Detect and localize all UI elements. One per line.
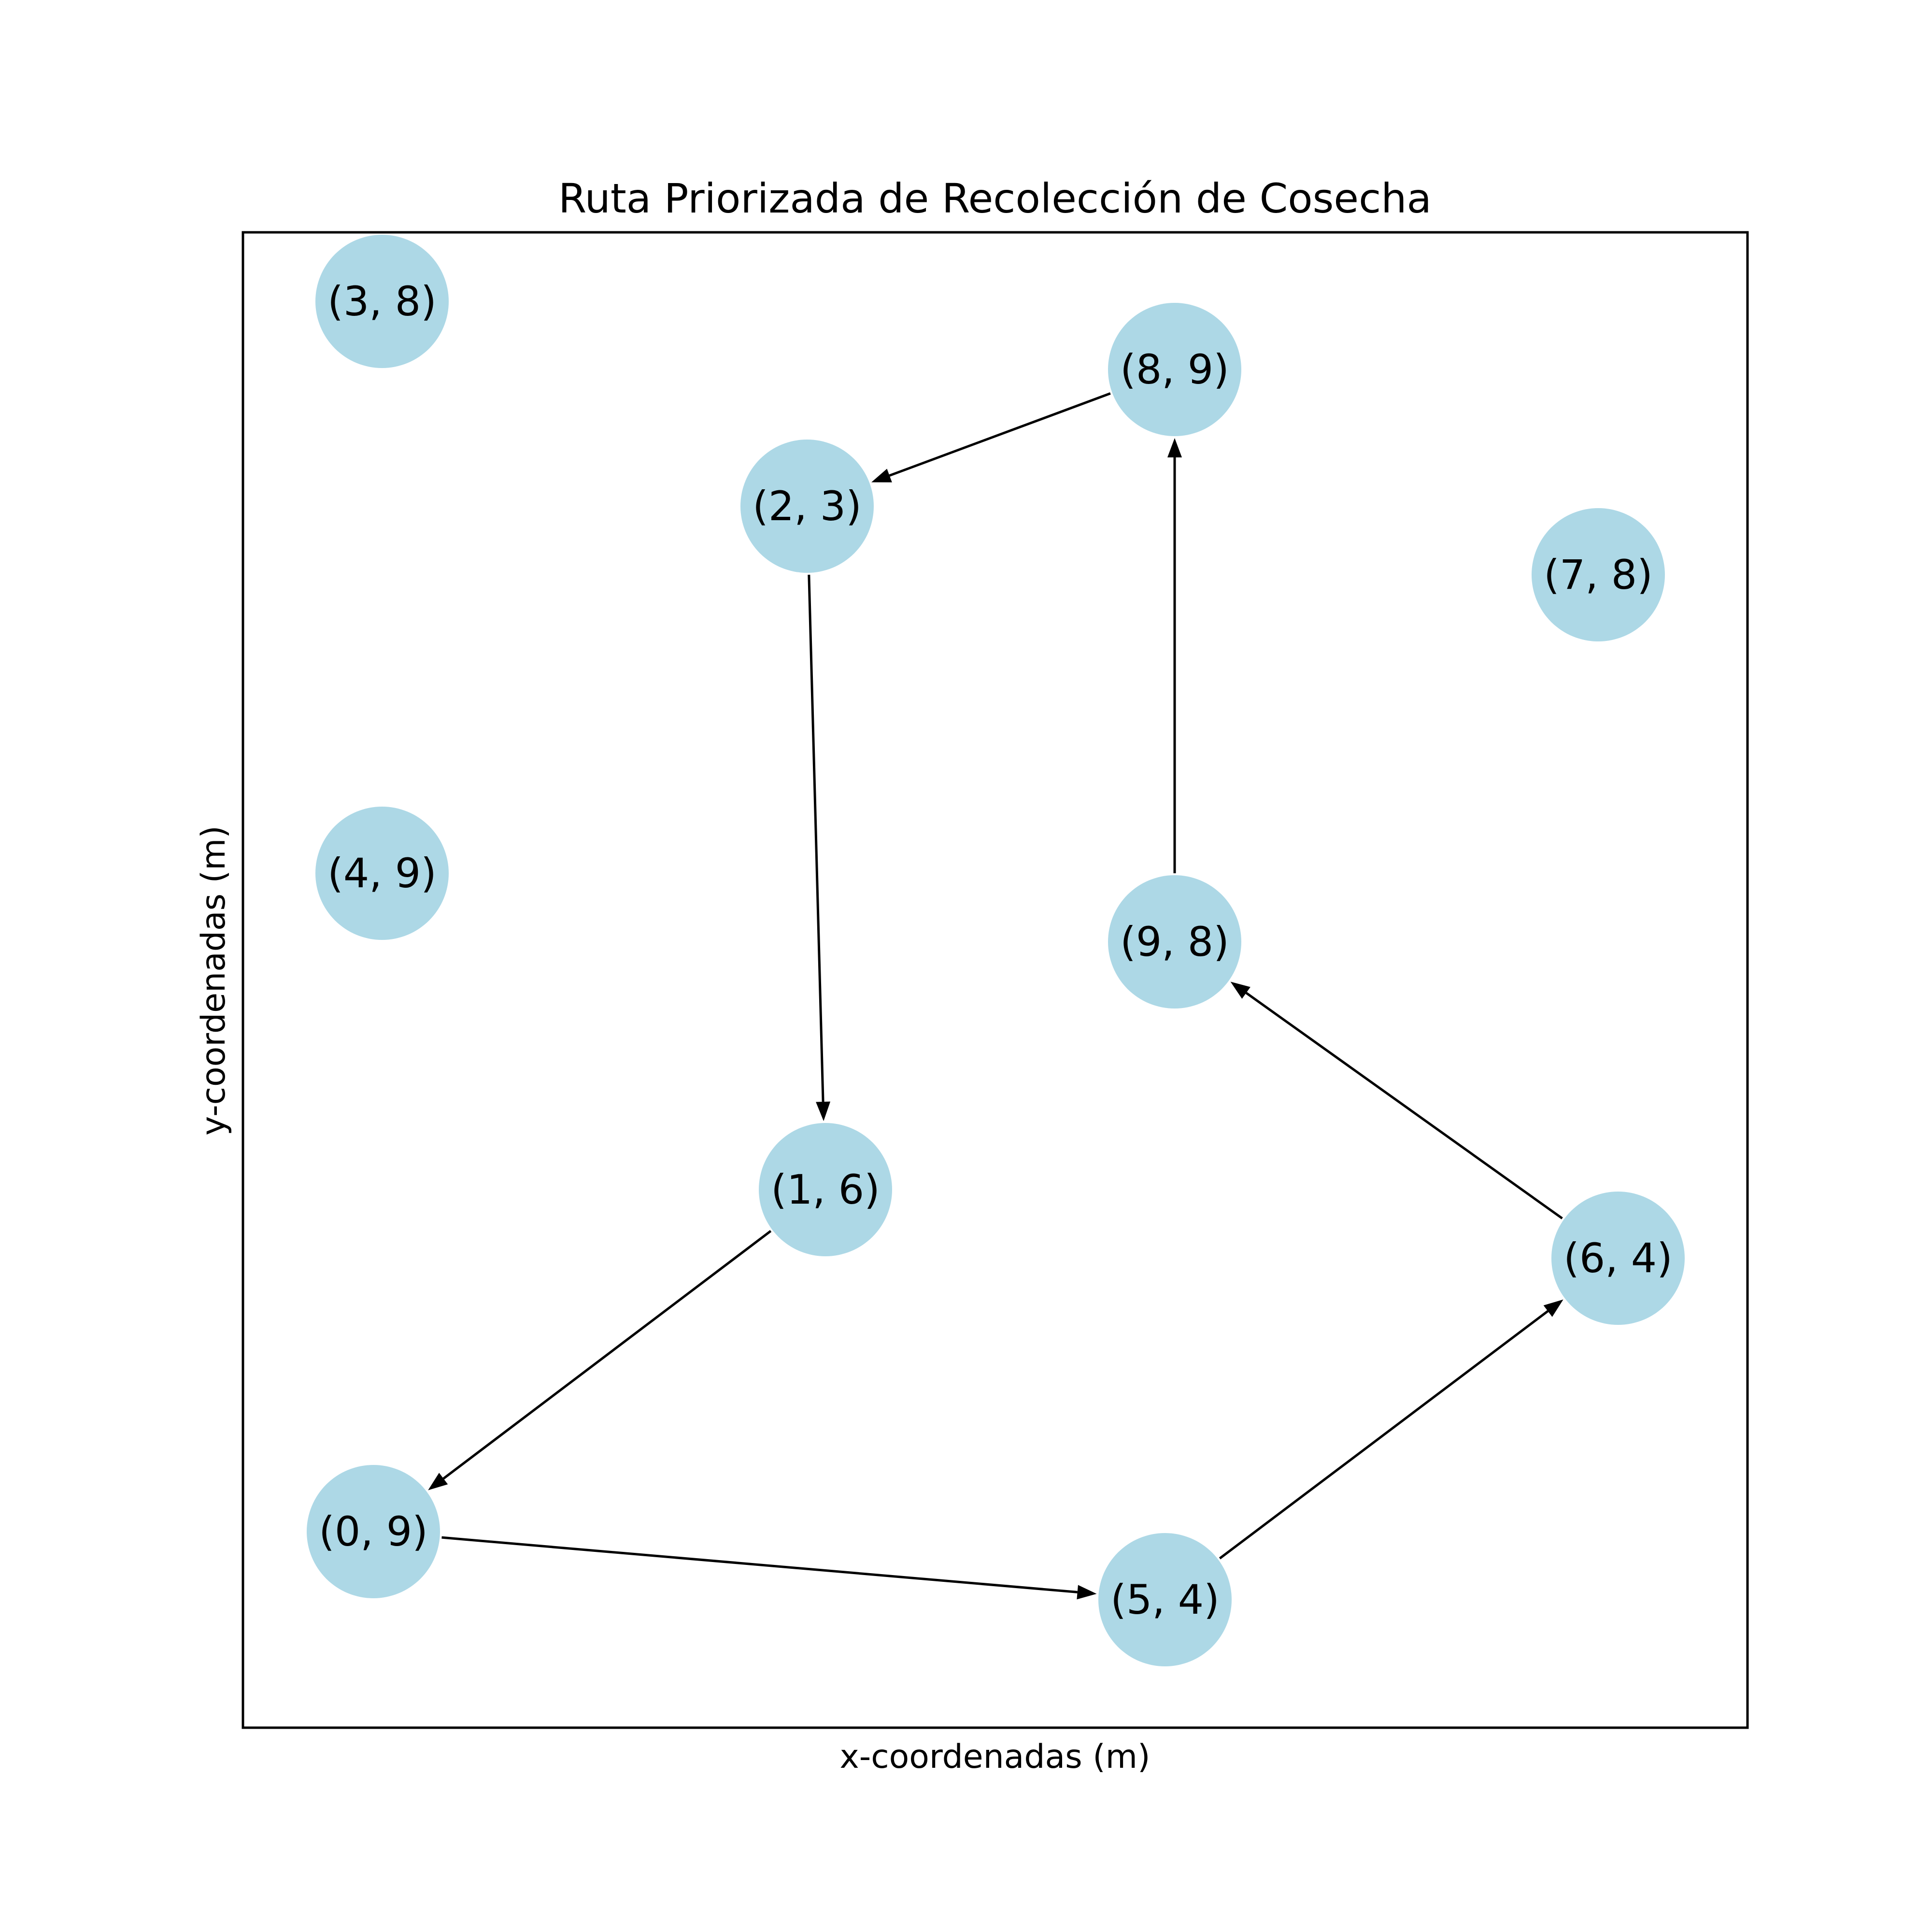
node-label: (0, 9): [319, 1508, 428, 1555]
node-circle: [759, 1123, 892, 1256]
arrow-head-1-6-to-0-9: [428, 1473, 448, 1491]
node-label: (4, 9): [327, 850, 437, 897]
edge-8-9-to-2-3: [889, 392, 1111, 477]
node-circle: [1551, 1192, 1685, 1325]
node-6-4: (6, 4): [1551, 1192, 1685, 1325]
diagram-title: Ruta Priorizada de Recolección de Cosech…: [558, 175, 1432, 222]
node-label: (6, 4): [1563, 1235, 1673, 1282]
node-8-9: (8, 9): [1108, 303, 1241, 436]
node-circle: [315, 807, 449, 940]
plot-frame: [242, 231, 1749, 1729]
edge-0-9-to-5-4: [441, 1536, 1078, 1593]
node-1-6: (1, 6): [759, 1123, 892, 1256]
node-4-9: (4, 9): [315, 807, 449, 940]
node-circle: [1098, 1533, 1232, 1666]
edge-2-3-to-1-6: [808, 574, 824, 1102]
node-circle: [307, 1465, 440, 1598]
edge-6-4-to-9-8: [1245, 992, 1563, 1220]
node-circle: [1108, 303, 1241, 436]
node-label: (5, 4): [1110, 1576, 1220, 1623]
node-label: (9, 8): [1120, 918, 1229, 966]
node-7-8: (7, 8): [1532, 508, 1665, 641]
x-axis-label: x-coordenadas (m): [839, 1738, 1150, 1776]
node-0-9: (0, 9): [307, 1465, 440, 1598]
arrow-head-9-8-to-8-9: [1167, 438, 1182, 457]
node-circle: [1532, 508, 1665, 641]
arrow-head-2-3-to-1-6: [816, 1101, 831, 1122]
node-label: (7, 8): [1544, 551, 1653, 598]
node-2-3: (2, 3): [740, 440, 874, 573]
edge-5-4-to-6-4: [1219, 1310, 1549, 1560]
node-circle: [315, 235, 449, 368]
edge-1-6-to-0-9: [442, 1230, 772, 1480]
arrow-head-5-4-to-6-4: [1543, 1299, 1563, 1317]
node-label: (3, 8): [327, 278, 437, 325]
node-5-4: (5, 4): [1098, 1533, 1232, 1666]
node-circle: [1108, 875, 1241, 1009]
nodes-layer: (3, 8) (8, 9) (2, 3) (7, 8) (4, 9) (9, 8) (1, …: [307, 235, 1685, 1666]
arrow-head-0-9-to-5-4: [1077, 1585, 1097, 1600]
node-3-8: (3, 8): [315, 235, 449, 368]
node-label: (1, 6): [771, 1166, 880, 1213]
arrow-head-6-4-to-9-8: [1230, 981, 1250, 999]
arrow-head-8-9-to-2-3: [871, 469, 892, 483]
edges-layer: [428, 392, 1563, 1600]
y-axis-label: y-coordenadas (m): [195, 825, 233, 1136]
node-label: (8, 9): [1120, 346, 1229, 393]
node-label: (2, 3): [753, 483, 862, 530]
node-circle: [740, 440, 874, 573]
node-9-8: (9, 8): [1108, 875, 1241, 1009]
